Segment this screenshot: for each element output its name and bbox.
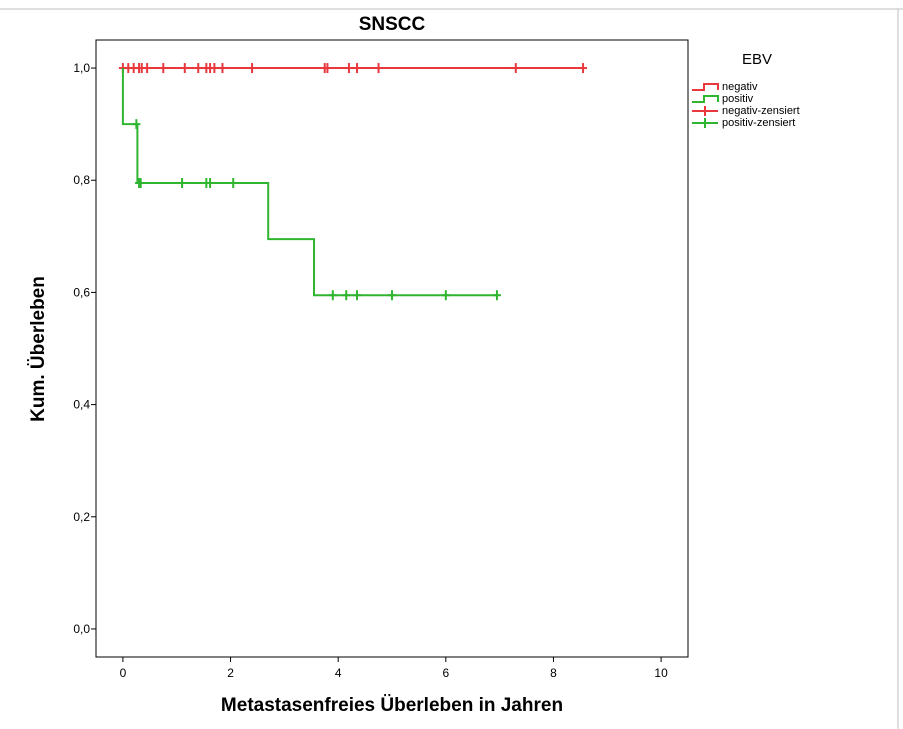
y-tick-label: 1,0 bbox=[73, 61, 90, 75]
legend-item: negativ bbox=[692, 81, 758, 93]
x-tick-label: 6 bbox=[442, 666, 449, 680]
x-tick-label: 4 bbox=[335, 666, 342, 680]
plot-area bbox=[95, 39, 689, 658]
x-tick-label: 10 bbox=[654, 666, 668, 680]
censor-mark-positiv bbox=[132, 119, 141, 130]
censor-mark-negativ bbox=[210, 63, 219, 74]
legend-item: negativ-zensiert bbox=[692, 105, 800, 117]
legend-item: positiv-zensiert bbox=[692, 117, 795, 129]
censor-mark-positiv bbox=[388, 290, 396, 301]
legend-label: negativ bbox=[722, 81, 758, 93]
censor-mark-negativ bbox=[218, 63, 227, 74]
legend-items: negativpositivnegativ-zensiertpositiv-ze… bbox=[692, 81, 800, 129]
x-tick-label: 2 bbox=[227, 666, 234, 680]
censor-mark-positiv bbox=[136, 178, 145, 189]
y-tick-label: 0,6 bbox=[73, 285, 90, 299]
censor-mark-negativ bbox=[248, 63, 257, 74]
censor-mark-negativ bbox=[159, 63, 168, 74]
legend-label: positiv-zensiert bbox=[722, 117, 795, 129]
censor-mark-negativ bbox=[374, 63, 383, 74]
censor-mark-negativ bbox=[344, 63, 353, 74]
y-tick-label: 0,2 bbox=[73, 510, 90, 524]
censor-mark-positiv bbox=[328, 290, 337, 301]
x-tick-label: 0 bbox=[120, 666, 127, 680]
censor-mark-negativ bbox=[323, 63, 332, 74]
x-axis-label: Metastasenfreies Überleben in Jahren bbox=[221, 695, 563, 716]
censor-mark-positiv bbox=[178, 178, 187, 189]
censor-mark-positiv bbox=[492, 290, 501, 301]
y-tick-label: 0,0 bbox=[73, 622, 90, 636]
series-line-positiv bbox=[121, 68, 497, 297]
y-axis-label: Kum. Überleben bbox=[28, 276, 49, 422]
censor-mark-negativ bbox=[511, 63, 520, 74]
censor-mark-positiv bbox=[206, 178, 215, 189]
legend-title: EBV bbox=[742, 51, 772, 68]
legend-swatch-line bbox=[692, 95, 719, 103]
censor-mark-negativ bbox=[194, 63, 203, 74]
legend-label: negativ-zensiert bbox=[722, 105, 800, 117]
censor-mark-positiv bbox=[441, 290, 450, 301]
chart-title: SNSCC bbox=[359, 14, 426, 35]
censor-mark-negativ bbox=[143, 63, 152, 74]
legend-swatch-line bbox=[692, 83, 719, 91]
censor-mark-positiv bbox=[229, 178, 238, 189]
censor-mark-negativ bbox=[353, 63, 362, 74]
censor-mark-negativ bbox=[180, 63, 189, 74]
y-tick-label: 0,8 bbox=[73, 173, 90, 187]
legend-label: positiv bbox=[722, 93, 754, 105]
y-tick-label: 0,4 bbox=[73, 398, 90, 412]
censor-mark-positiv bbox=[342, 290, 351, 301]
series-layer bbox=[118, 63, 588, 301]
axis-ticks: 0 2 4 6 8 10 0,0 0,2 0,4 0,6 0,8 1,0 bbox=[73, 61, 668, 680]
censor-mark-negativ bbox=[579, 63, 588, 74]
censor-mark-positiv bbox=[353, 290, 362, 301]
x-tick-label: 8 bbox=[550, 666, 557, 680]
legend-item: positiv bbox=[692, 93, 754, 105]
legend: EBV negativpositivnegativ-zensiertpositi… bbox=[692, 51, 800, 129]
